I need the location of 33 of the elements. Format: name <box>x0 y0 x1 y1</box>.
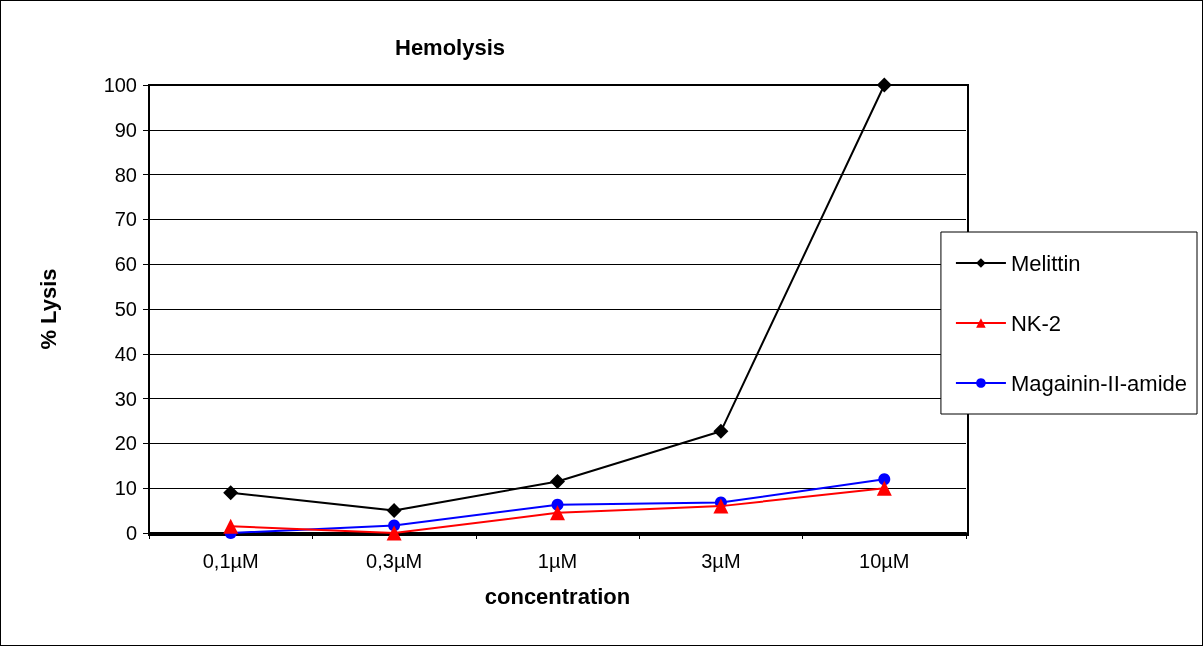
y-tick-label: 70 <box>114 208 137 231</box>
x-tick-label: 0,3µM <box>366 550 423 572</box>
point <box>550 505 565 521</box>
x-tick-label: 0,1µM <box>202 550 259 572</box>
point <box>223 518 239 534</box>
y-tick-label: 10 <box>114 477 137 500</box>
point <box>713 498 729 514</box>
point <box>386 525 402 541</box>
y-tick-label: 90 <box>114 118 137 141</box>
x-tick-label: 10µM <box>859 550 910 572</box>
x-axis-title: concentration <box>484 583 631 609</box>
point <box>550 473 565 489</box>
y-axis-title: % Lysis <box>35 268 61 350</box>
y-tick-label: 80 <box>114 163 137 186</box>
point <box>876 77 892 93</box>
x-tick-label: 1µM <box>537 550 578 572</box>
y-tick-label: 30 <box>114 387 137 410</box>
y-tick-label: 0 <box>125 522 137 544</box>
legend-label: NK-2 <box>1010 310 1062 336</box>
point <box>878 473 891 486</box>
point <box>876 480 892 496</box>
y-tick-label: 20 <box>114 432 137 455</box>
y-tick-label: 60 <box>114 253 137 276</box>
x-tick-label: 3µM <box>701 550 741 572</box>
chart-title: Hemolysis <box>395 34 506 60</box>
legend-label: Melittin <box>1010 250 1081 276</box>
legend-label: Magainin-II-amide <box>1010 370 1187 396</box>
y-tick-label: 50 <box>114 298 137 320</box>
point <box>386 503 402 519</box>
y-tick-label: 40 <box>114 342 137 365</box>
point <box>713 423 729 439</box>
y-tick-label: 100 <box>103 74 137 96</box>
point <box>223 485 239 501</box>
